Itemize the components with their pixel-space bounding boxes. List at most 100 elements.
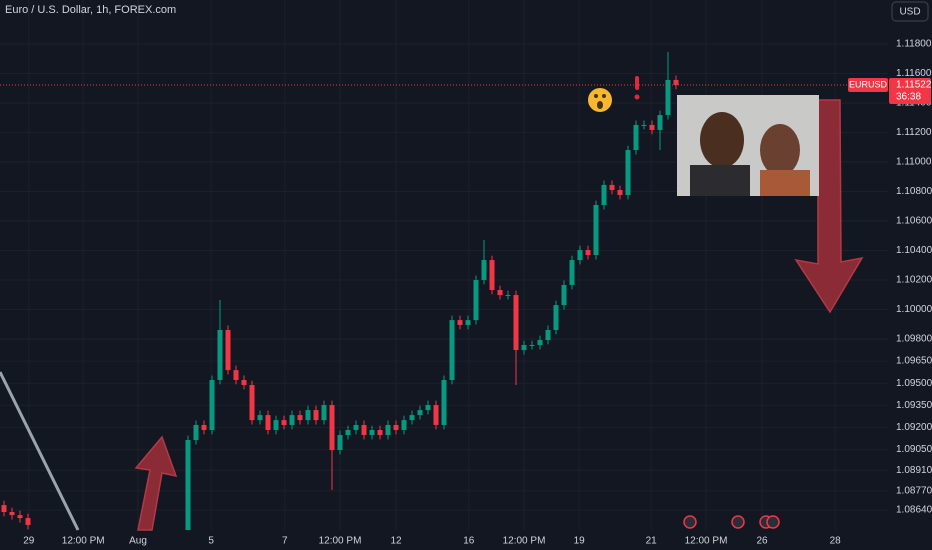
candle-body (337, 435, 343, 451)
candle-body (537, 340, 543, 346)
candle-body (473, 279, 479, 321)
candle-body (649, 124, 655, 130)
candles (1, 51, 679, 530)
y-tick-label: 1.10000 (896, 304, 932, 315)
candle-body (569, 260, 575, 285)
y-tick-label: 1.10800 (896, 186, 932, 197)
y-tick-label: 1.08770 (896, 486, 932, 497)
candle-body (561, 284, 567, 306)
candle-body (665, 79, 671, 116)
candle-body (289, 415, 295, 425)
candle-body (657, 115, 663, 130)
candle-body (449, 320, 455, 380)
x-tick-label: 12 (390, 536, 402, 547)
event-icon[interactable] (766, 515, 780, 529)
x-tick-label: 12:00 PM (62, 536, 105, 547)
candle-body (241, 379, 247, 385)
y-tick-label: 1.11000 (896, 157, 932, 168)
candle-body (457, 320, 463, 325)
candle-body (233, 370, 239, 380)
down-arrow-drawing (794, 99, 864, 314)
exclamation-mark (635, 76, 639, 90)
x-tick-label: 16 (463, 536, 475, 547)
candle-body (209, 379, 215, 430)
candle-body (521, 345, 527, 351)
candle-body (249, 384, 255, 421)
photo-figure (700, 112, 744, 168)
y-tick-label: 1.11600 (896, 68, 932, 79)
emoji-eye (594, 94, 598, 98)
candle-body (361, 424, 367, 436)
y-tick-label: 1.10600 (896, 216, 932, 227)
candle-body (497, 290, 503, 296)
candle-body (505, 295, 511, 297)
candle-body (345, 429, 351, 436)
surprised-emoji (588, 88, 612, 112)
y-tick-label: 1.08910 (896, 465, 932, 476)
trend-line-drawing (0, 371, 80, 531)
price-label-box (889, 77, 931, 104)
x-tick-label: 21 (646, 536, 658, 547)
candle-body (1, 505, 7, 513)
event-icon[interactable] (731, 515, 745, 529)
candle-body (297, 415, 303, 421)
x-tick-label: 12:00 PM (503, 536, 546, 547)
currency-label[interactable]: USD (899, 7, 920, 18)
candle-body (225, 329, 231, 371)
up-arrow-drawing (134, 435, 178, 531)
candle-body (425, 405, 431, 411)
candle-body (281, 420, 287, 425)
symbol-label: EURUSD (849, 79, 888, 89)
candle-body (17, 515, 23, 519)
candle-body (625, 150, 631, 196)
y-tick-label: 1.08640 (896, 505, 932, 516)
candle-body (417, 410, 423, 416)
candle-body (433, 405, 439, 425)
candle-body (633, 124, 639, 151)
candle-body (185, 440, 191, 530)
x-tick-label: 5 (208, 536, 214, 547)
candle-body (673, 79, 679, 85)
emoji-mouth (597, 101, 603, 109)
event-icon[interactable] (683, 515, 697, 529)
candle-body (377, 429, 383, 436)
candle-body (489, 260, 495, 291)
photo (677, 95, 819, 196)
x-tick-label: 7 (282, 536, 288, 547)
candle-body (401, 420, 407, 430)
candle-body (585, 250, 591, 256)
y-tick-label: 1.09650 (896, 356, 932, 367)
candle-body (385, 424, 391, 436)
y-tick-label: 1.09500 (896, 378, 932, 389)
candle-body (545, 329, 551, 341)
candle-body (313, 410, 319, 421)
y-tick-label: 1.09350 (896, 400, 932, 411)
y-tick-label: 1.09050 (896, 444, 932, 455)
symbol-label-box (848, 77, 888, 92)
candle-body (273, 420, 279, 430)
x-tick-label: 12:00 PM (685, 536, 728, 547)
candle-body (257, 415, 263, 421)
candle-body (9, 512, 15, 516)
candle-body (617, 189, 623, 196)
candle-body (305, 410, 311, 421)
x-tick-label: 12:00 PM (319, 536, 362, 547)
price-label: 1.11522 (896, 80, 932, 91)
candle-body (369, 429, 375, 436)
candle-body (217, 329, 223, 380)
chart-title: Euro / U.S. Dollar, 1h, FOREX.com (5, 4, 176, 16)
candle-body (353, 424, 359, 430)
y-tick-label: 1.10400 (896, 245, 932, 256)
y-tick-label: 1.11800 (896, 39, 932, 50)
y-tick-label: 1.10200 (896, 275, 932, 286)
candle-body (593, 205, 599, 256)
emoji-eye (602, 94, 606, 98)
y-tick-label: 1.09200 (896, 422, 932, 433)
countdown-label: 36:38 (896, 92, 921, 103)
candle-body (481, 260, 487, 280)
x-tick-label: 26 (756, 536, 768, 547)
currency-button[interactable] (891, 1, 929, 22)
x-tick-label: 28 (830, 536, 842, 547)
candle-body (465, 320, 471, 325)
